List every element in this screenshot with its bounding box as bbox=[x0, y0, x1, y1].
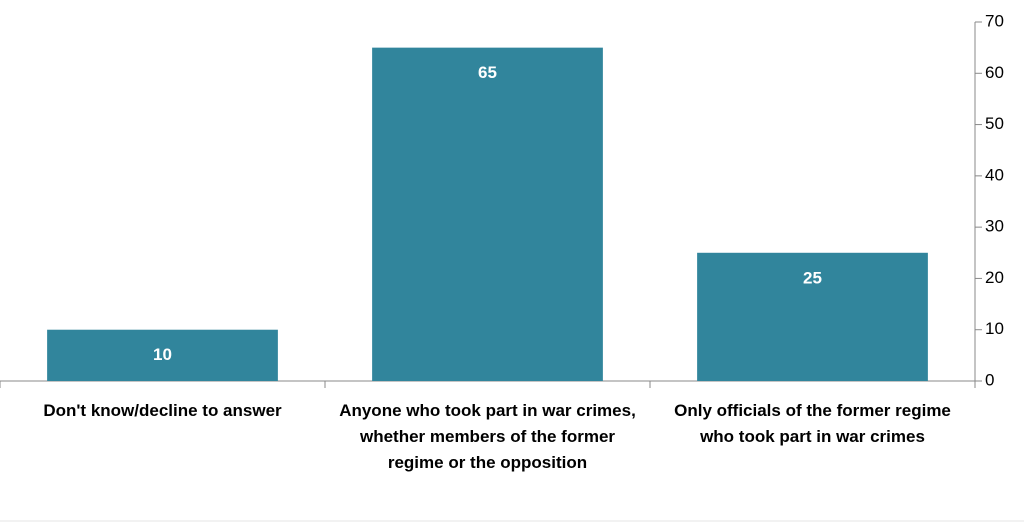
data-label: 25 bbox=[803, 268, 822, 287]
y-tick-label: 50 bbox=[985, 114, 1004, 133]
bar bbox=[47, 329, 278, 381]
y-tick-label: 10 bbox=[985, 319, 1004, 338]
bar bbox=[372, 47, 603, 382]
x-tick-label: Anyone who took part in war crimes, whet… bbox=[339, 401, 636, 472]
y-tick-label: 30 bbox=[985, 217, 1004, 236]
y-tick-label: 60 bbox=[985, 63, 1004, 82]
y-tick-label: 20 bbox=[985, 268, 1004, 287]
bar bbox=[697, 252, 928, 381]
data-label: 10 bbox=[153, 345, 172, 364]
x-tick-label: Don't know/decline to answer bbox=[43, 401, 282, 420]
y-tick-label: 0 bbox=[985, 370, 994, 389]
data-label: 65 bbox=[478, 63, 497, 82]
y-tick-label: 40 bbox=[985, 165, 1004, 184]
x-tick-label: Only officials of the former regime who … bbox=[674, 401, 951, 446]
y-tick-label: 70 bbox=[985, 11, 1004, 30]
